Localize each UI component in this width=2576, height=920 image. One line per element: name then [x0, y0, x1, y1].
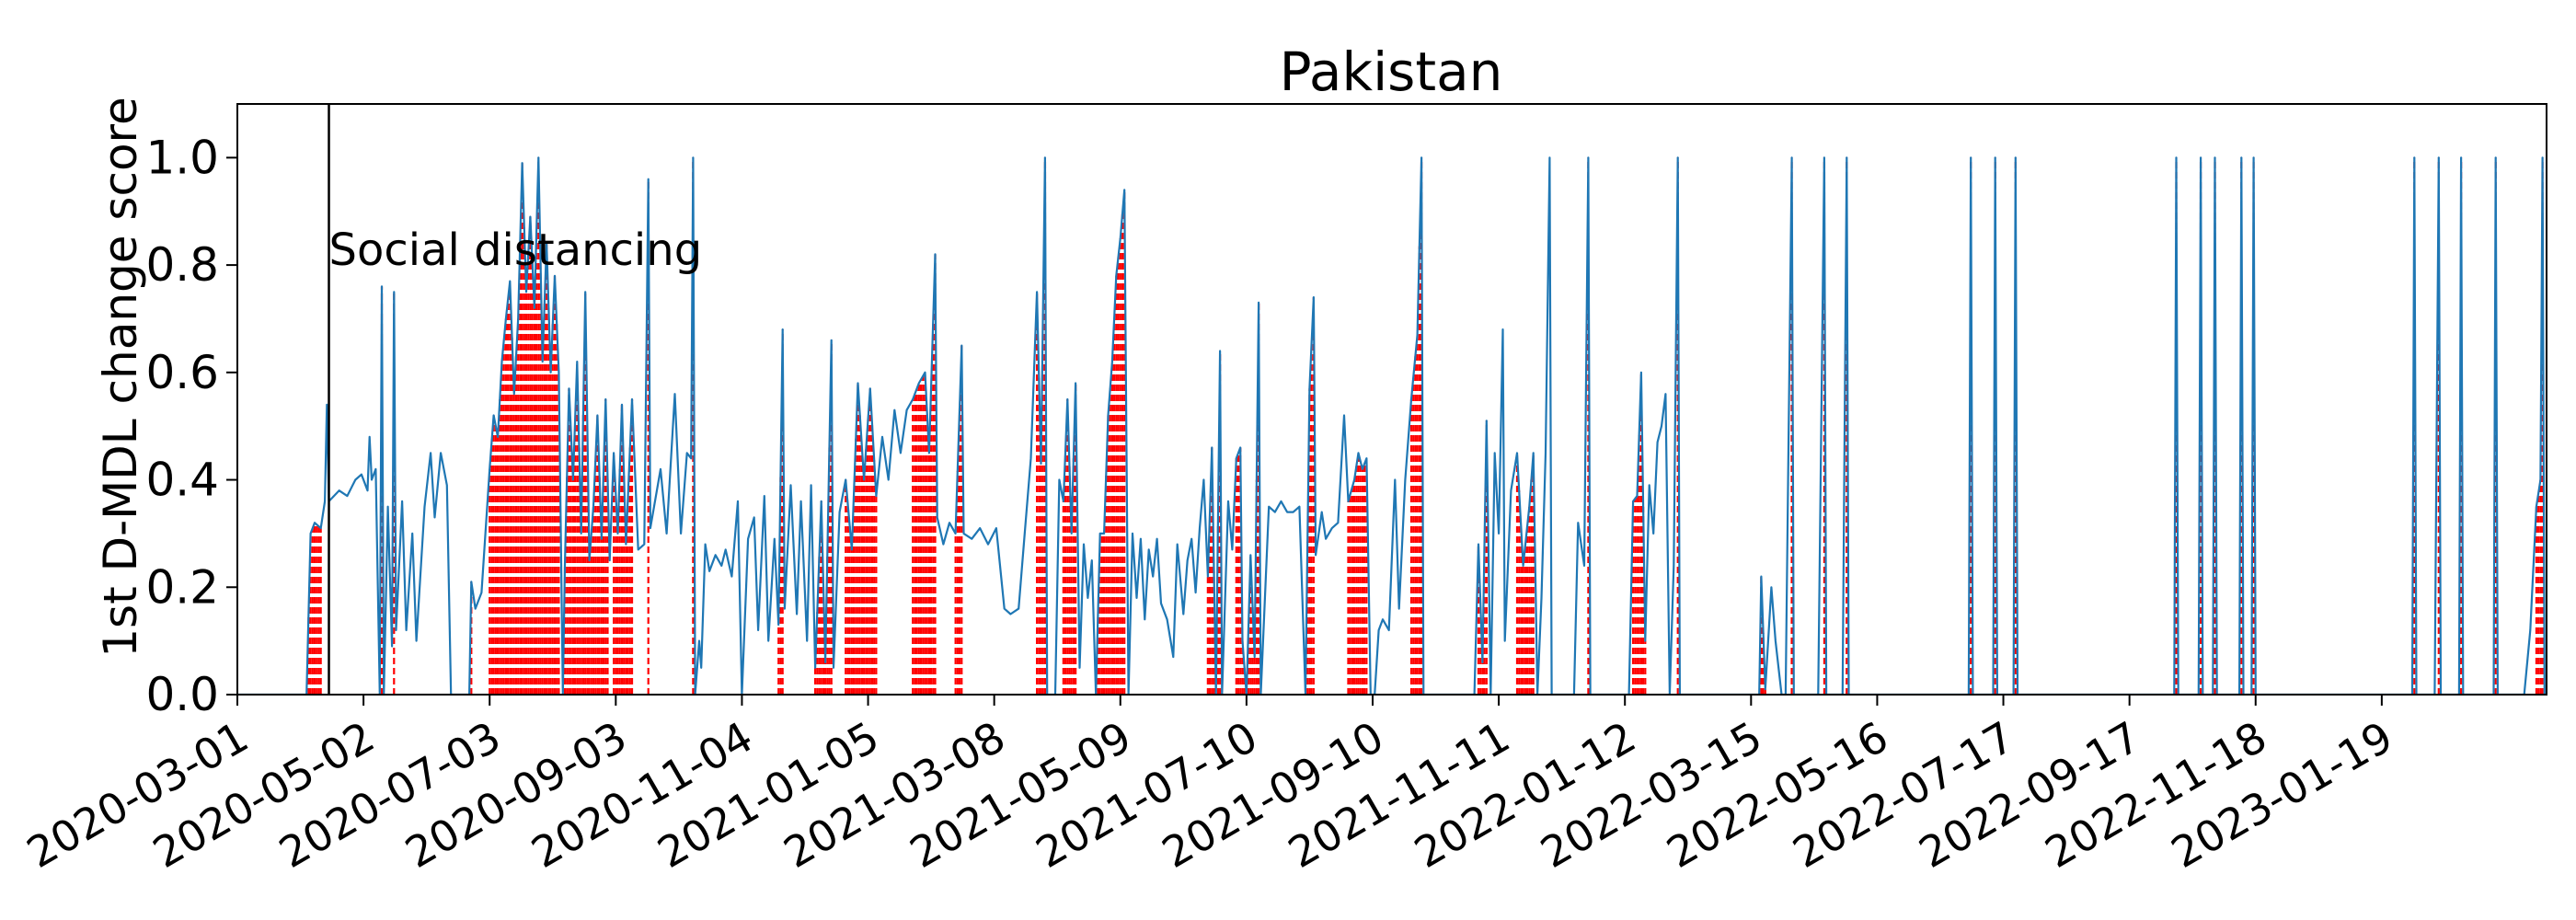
chart-title: Pakistan	[1280, 40, 1503, 103]
y-tick-label: 0.8	[145, 238, 219, 292]
x-axis-ticks: 2020-03-012020-05-022020-07-032020-09-03…	[18, 695, 2401, 878]
y-tick-label: 0.2	[145, 560, 219, 614]
annotation-label: Social distancing	[329, 224, 703, 276]
y-tick-label: 0.4	[145, 454, 219, 507]
y-tick-label: 1.0	[145, 131, 219, 184]
plot-frame	[236, 103, 2547, 696]
y-axis-ticks: 0.0 0.2 0.4 0.6 0.8 1.0	[145, 131, 237, 721]
annotations: Social distancing	[328, 104, 703, 695]
y-tick-label: 0.0	[145, 668, 219, 721]
series-line	[237, 156, 2547, 695]
y-tick-label: 0.6	[145, 346, 219, 399]
y-axis-label: 1st D-MDL change score	[94, 97, 147, 658]
